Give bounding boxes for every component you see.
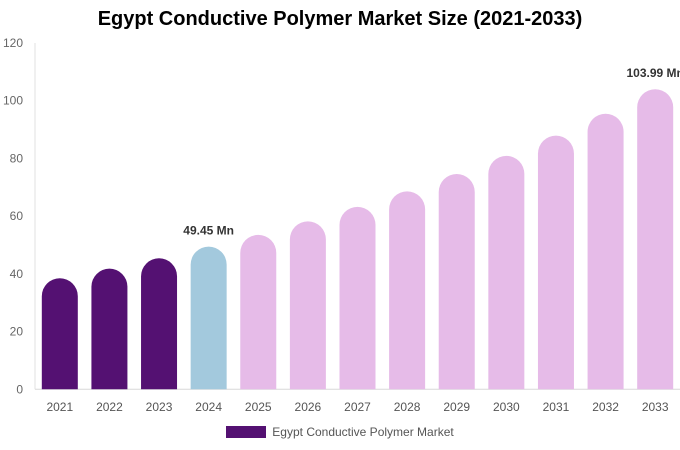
y-tick-label: 40 [10,267,24,281]
bar-2022 [91,268,128,390]
chart-title: Egypt Conductive Polymer Market Size (20… [97,8,583,30]
bar-2033 [637,89,674,390]
legend-label: Egypt Conductive Polymer Market [272,425,454,439]
y-tick-label: 20 [10,325,24,339]
bar-2024 [190,246,227,390]
x-tick-label: 2033 [642,400,669,414]
y-tick-label: 120 [3,36,23,50]
bar-2023 [141,258,178,390]
x-tick-label: 2030 [493,400,520,414]
y-tick-label: 100 [3,94,23,108]
x-tick-label: 2027 [344,400,371,414]
bar-2025 [240,234,277,390]
bar-2028 [389,191,426,390]
legend-swatch [226,426,267,438]
data-label: 103.99 Mn [627,66,680,80]
bar-2032 [587,113,624,390]
y-tick-label: 80 [10,151,24,165]
bar-2031 [537,135,574,390]
x-tick-label: 2022 [96,400,123,414]
bar-2021 [41,278,78,390]
x-tick-label: 2025 [245,400,272,414]
x-tick-label: 2032 [592,400,619,414]
legend: Egypt Conductive Polymer Market [0,425,680,439]
x-tick-label: 2031 [543,400,570,414]
x-tick-label: 2029 [443,400,470,414]
bar-2026 [289,221,326,390]
x-tick-label: 2028 [394,400,421,414]
bar-2029 [438,174,475,390]
data-label: 49.45 Mn [183,224,234,238]
x-tick-label: 2023 [146,400,173,414]
y-tick-label: 0 [16,382,23,396]
bar-2030 [488,155,525,390]
x-tick-label: 2024 [195,400,222,414]
x-tick-label: 2021 [46,400,73,414]
y-tick-label: 60 [10,209,24,223]
bar-2027 [339,206,376,390]
x-tick-label: 2026 [295,400,322,414]
